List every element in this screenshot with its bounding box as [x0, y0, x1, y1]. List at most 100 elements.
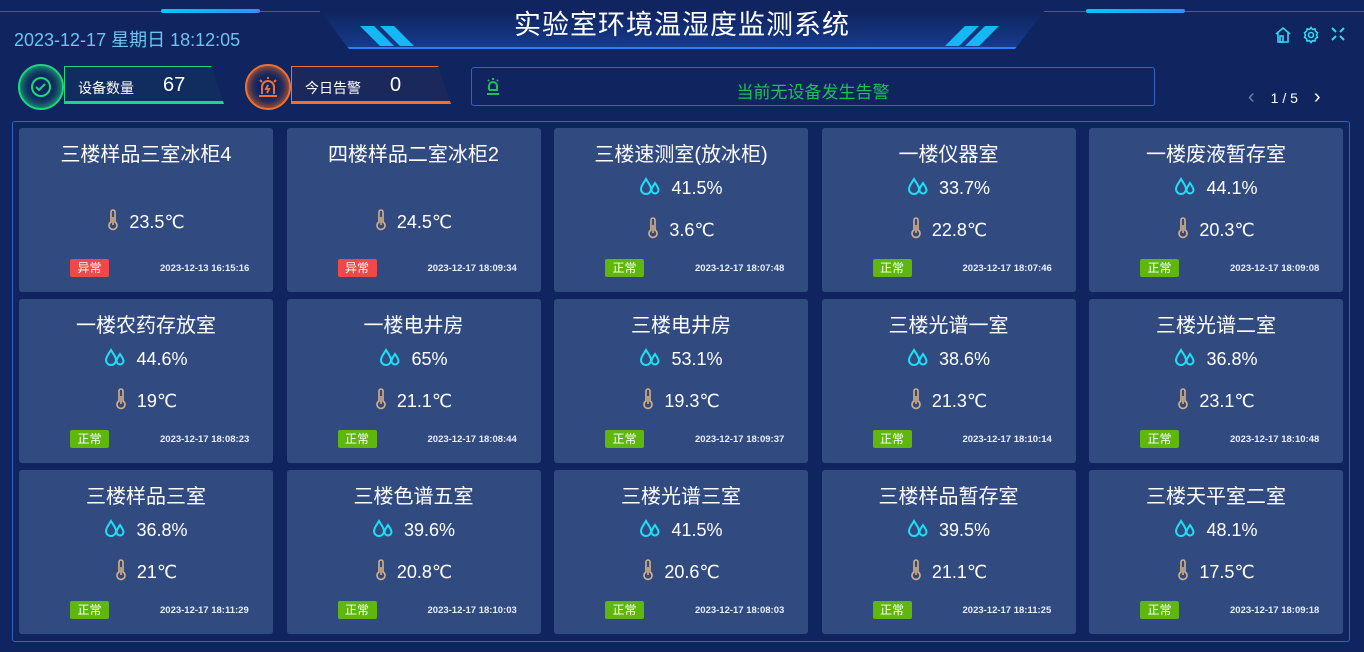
temperature-row: 23.5℃ [19, 209, 273, 236]
humidity-value: 41.5% [671, 520, 723, 540]
humidity-row: 44.6% [19, 347, 273, 372]
update-time: 2023-12-17 18:09:08 [1230, 263, 1320, 274]
humidity-icon [907, 518, 929, 543]
humidity-icon [639, 347, 661, 372]
humidity-row: 38.6% [822, 347, 1076, 372]
update-time: 2023-12-17 18:09:37 [695, 434, 785, 445]
device-name: 三楼样品暂存室 [878, 486, 1019, 508]
humidity-icon [372, 518, 394, 543]
temperature-value: 21.1℃ [931, 562, 988, 582]
temperature-row: 3.6℃ [554, 217, 808, 244]
update-time: 2023-12-17 18:10:03 [427, 605, 517, 616]
update-time: 2023-12-17 18:09:34 [427, 263, 517, 274]
device-card[interactable]: 三楼光谱二室 36.8% 23.1℃ 正常 2023-12-17 18:10:48 [1089, 299, 1343, 463]
humidity-icon [104, 347, 126, 372]
temperature-value: 3.6℃ [669, 220, 715, 240]
thermometer-icon [1177, 388, 1189, 415]
header: 实验室环境温湿度监测系统 [320, 0, 1044, 50]
status-badge: 正常 [605, 259, 644, 277]
thermometer-icon [1177, 217, 1189, 244]
humidity-value: 39.6% [403, 520, 456, 540]
humidity-value: 48.1% [1206, 520, 1258, 540]
temperature-value: 19℃ [136, 391, 178, 411]
thermometer-icon [115, 559, 127, 586]
device-card[interactable]: 三楼光谱三室 41.5% 20.6℃ 正常 2023-12-17 18:08:03 [554, 470, 808, 634]
humidity-value: 44.1% [1206, 178, 1258, 198]
temperature-value: 20.3℃ [1199, 220, 1255, 240]
device-card[interactable]: 三楼天平室二室 48.1% 17.5℃ 正常 2023-12-17 18:09:18 [1089, 470, 1343, 634]
status-badge: 异常 [70, 259, 109, 277]
temperature-row: 21.1℃ [822, 559, 1076, 586]
thermometer-icon [910, 217, 922, 244]
datetime: 2023-12-17 星期日 18:12:05 [14, 30, 241, 50]
alert-banner: 当前无设备发生告警 [471, 67, 1155, 106]
device-card[interactable]: 四楼样品二室冰柜2 24.5℃ 异常 2023-12-17 18:09:34 [286, 128, 541, 292]
device-grid [12, 121, 1350, 642]
device-name: 三楼光谱二室 [1156, 315, 1276, 337]
status-badge: 正常 [70, 601, 109, 619]
gear-icon[interactable] [1302, 26, 1320, 44]
status-badge: 正常 [605, 430, 644, 448]
status-badge: 正常 [872, 601, 912, 619]
update-time: 2023-12-17 18:10:14 [962, 434, 1052, 445]
page-title: 实验室环境温湿度监测系统 [514, 10, 850, 40]
alarm-light-icon [487, 78, 499, 95]
device-card[interactable]: 三楼样品暂存室 39.5% 21.1℃ 正常 2023-12-17 18:11:25 [821, 470, 1076, 634]
header-accent-right [1086, 9, 1185, 13]
status-badge: 正常 [337, 601, 377, 619]
device-name: 三楼天平室二室 [1146, 486, 1286, 508]
humidity-icon [1174, 347, 1196, 372]
device-card[interactable]: 三楼速测室(放冰柜) 41.5% 3.6℃ 正常 2023-12-17 18:07:48 [554, 128, 808, 292]
device-card[interactable]: 一楼仪器室 33.7% 22.8℃ 正常 2023-12-17 18:07:46 [821, 128, 1076, 292]
page-indicator: 1 / 5 [1270, 89, 1298, 106]
temperature-row: 17.5℃ [1089, 559, 1343, 586]
toolbar [1274, 26, 1346, 44]
humidity-icon [907, 176, 929, 201]
device-card[interactable]: 一楼农药存放室 44.6% 19℃ 正常 2023-12-17 18:08:23 [19, 299, 273, 463]
humidity-value: 41.5% [671, 178, 723, 198]
humidity-icon [379, 347, 401, 372]
humidity-icon [1174, 176, 1196, 201]
humidity-value: 36.8% [1206, 349, 1258, 369]
temperature-row: 22.8℃ [822, 217, 1076, 244]
device-card[interactable]: 三楼样品三室 36.8% 21℃ 正常 2023-12-17 18:11:29 [19, 470, 273, 634]
device-card[interactable]: 三楼样品三室冰柜4 23.5℃ 异常 2023-12-13 16:15:16 [19, 128, 273, 292]
stat-label: 今日告警 [305, 80, 361, 96]
humidity-row: 53.1% [554, 347, 808, 372]
status-badge: 正常 [70, 430, 109, 448]
stat-device-count: 设备数量 67 [18, 62, 228, 110]
device-card[interactable]: 一楼废液暂存室 44.1% 20.3℃ 正常 2023-12-17 18:09:08 [1089, 128, 1343, 292]
thermometer-icon [642, 559, 654, 586]
status-badge: 正常 [872, 430, 912, 448]
device-card[interactable]: 三楼光谱一室 38.6% 21.3℃ 正常 2023-12-17 18:10:14 [821, 299, 1076, 463]
prev-page-button[interactable]: ‹ [1248, 86, 1255, 108]
check-cycle-icon [18, 64, 64, 110]
stat-today-alarms: 今日告警 0 [245, 62, 455, 110]
humidity-value: 65% [411, 349, 448, 369]
humidity-icon [104, 518, 126, 543]
update-time: 2023-12-17 18:08:44 [427, 434, 517, 445]
alarm-light-icon [245, 64, 291, 110]
update-time: 2023-12-13 16:15:16 [160, 263, 250, 274]
temperature-row: 20.8℃ [287, 559, 541, 586]
fullscreen-icon[interactable] [1330, 26, 1346, 42]
device-card[interactable]: 三楼色谱五室 39.6% 20.8℃ 正常 2023-12-17 18:10:03 [286, 470, 541, 634]
temperature-value: 22.8℃ [931, 220, 988, 240]
update-time: 2023-12-17 18:10:48 [1230, 434, 1320, 445]
home-icon[interactable] [1274, 26, 1292, 44]
update-time: 2023-12-17 18:11:29 [160, 605, 249, 616]
temperature-value: 21.1℃ [396, 391, 453, 411]
status-badge: 异常 [337, 259, 377, 277]
title-decoration [320, 11, 1044, 49]
thermometer-icon [375, 559, 387, 586]
next-page-button[interactable]: › [1313, 86, 1321, 108]
humidity-icon [639, 176, 661, 201]
thermometer-icon [910, 559, 922, 586]
temperature-row: 23.1℃ [1089, 388, 1343, 415]
device-name: 一楼仪器室 [898, 144, 999, 166]
device-card[interactable]: 一楼电井房 65% 21.1℃ 正常 2023-12-17 18:08:44 [286, 299, 541, 463]
thermometer-icon [642, 388, 654, 415]
status-badge: 正常 [1140, 259, 1179, 277]
temperature-value: 20.6℃ [664, 562, 720, 582]
device-card[interactable]: 三楼电井房 53.1% 19.3℃ 正常 2023-12-17 18:09:37 [554, 299, 808, 463]
